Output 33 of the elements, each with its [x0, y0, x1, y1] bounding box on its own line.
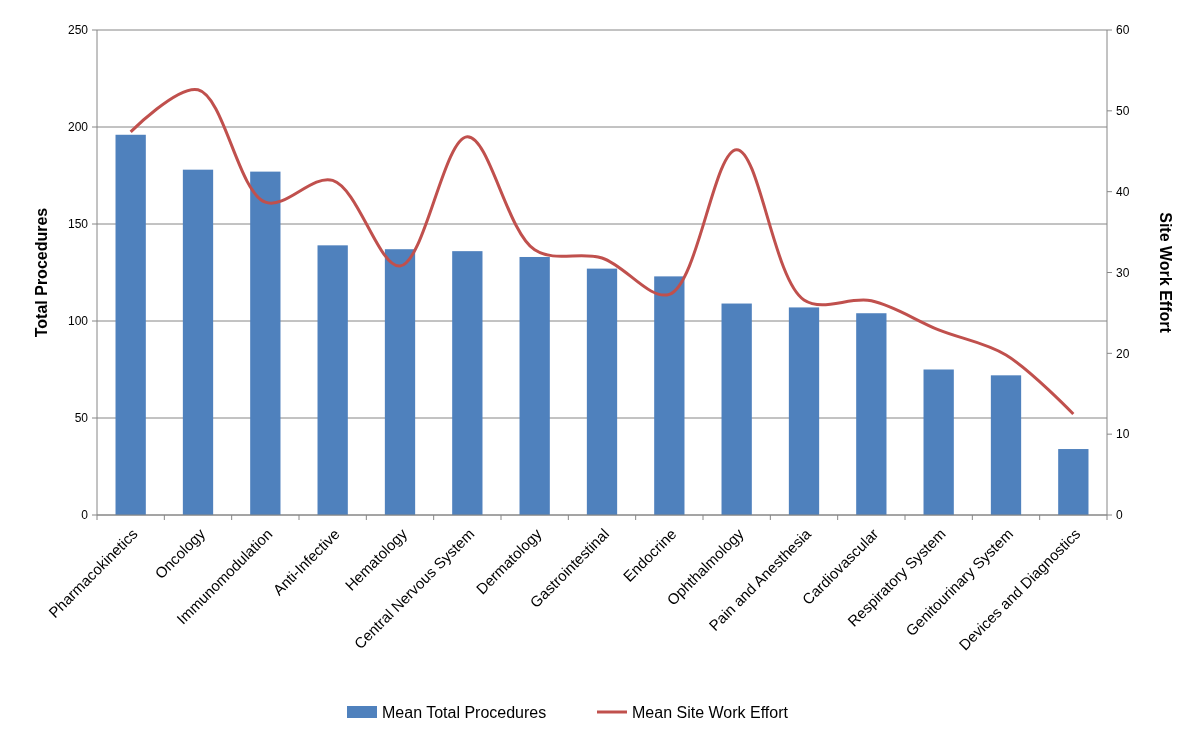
y2-tick-label: 40 — [1116, 184, 1130, 199]
bar — [788, 307, 820, 515]
y-axis-title: Total Procedures — [33, 207, 50, 338]
bar — [721, 303, 752, 515]
bar — [586, 268, 618, 515]
y2-tick-label: 10 — [1116, 427, 1130, 442]
bar — [317, 245, 348, 515]
bar — [452, 251, 483, 515]
y2-tick-label: 0 — [1116, 508, 1123, 523]
bar — [856, 313, 887, 515]
y2-axis-title: Site Work Effort — [1157, 212, 1174, 334]
y-tick-label: 250 — [67, 23, 89, 38]
y-tick-label: 150 — [67, 217, 89, 232]
legend-label: Mean Site Work Effort — [632, 703, 789, 721]
y2-tick-label: 30 — [1116, 265, 1130, 280]
y-tick-label: 50 — [74, 411, 89, 426]
bar — [990, 375, 1022, 515]
y-tick-label: 0 — [81, 508, 89, 523]
y2-tick-label: 60 — [1116, 23, 1130, 38]
y-tick-label: 200 — [67, 120, 89, 135]
bar — [519, 256, 550, 515]
y2-tick-label: 20 — [1116, 346, 1130, 361]
y2-tick-label: 50 — [1116, 104, 1130, 119]
bar — [923, 369, 954, 515]
bar — [384, 249, 416, 515]
line-series — [129, 88, 1075, 416]
bar — [115, 134, 146, 515]
legend-label: Mean Total Procedures — [382, 703, 547, 721]
bar — [1058, 449, 1089, 515]
bar — [654, 276, 685, 515]
bar — [250, 171, 281, 515]
bar — [182, 169, 214, 515]
y-tick-label: 100 — [67, 314, 89, 329]
